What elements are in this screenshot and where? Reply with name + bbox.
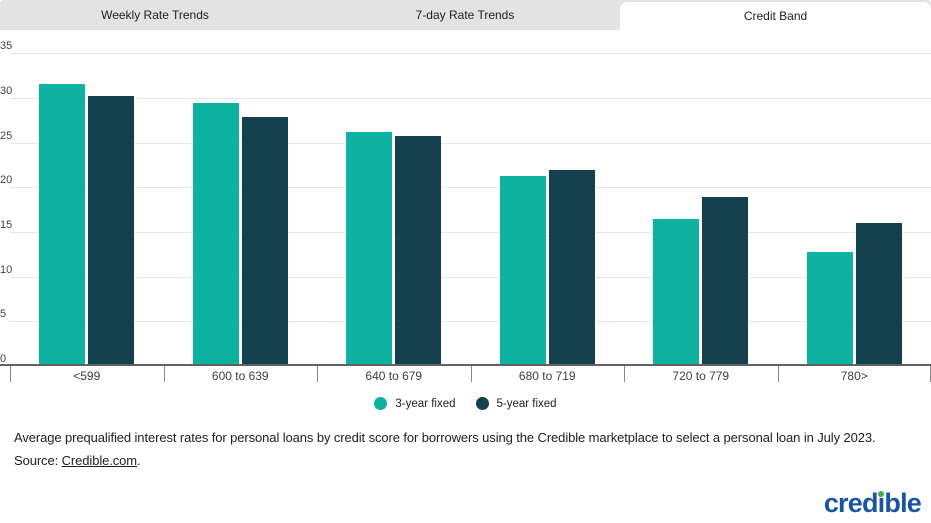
bar-3-year-fixed-2[interactable] [192, 103, 239, 366]
logo-i-dot-icon [878, 491, 885, 497]
y-axis-label-15: 15 [0, 218, 13, 231]
x-axis-line [0, 364, 931, 366]
legend-item-5-year-fixed: 5-year fixed [475, 397, 557, 410]
tab-7-day-rate-trends[interactable]: 7-day Rate Trends [415, 8, 515, 22]
legend-item-3-year-fixed: 3-year fixed [374, 397, 456, 410]
chart-legend: 3-year fixed 5-year fixed [0, 397, 931, 410]
bar-3-year-fixed-6[interactable] [806, 251, 853, 366]
bar-5-year-fixed-5[interactable] [702, 197, 749, 366]
tab-bar: Weekly Rate Trends 7-day Rate Trends Cre… [0, 0, 931, 30]
y-axis-label-0: 0 [0, 353, 7, 365]
chart-caption: Average prequalified interest rates for … [14, 426, 926, 472]
bar-5-year-fixed-3[interactable] [395, 136, 442, 366]
x-axis-tick-3 [470, 366, 472, 382]
credible-logo: cred ıble [823, 488, 922, 518]
x-axis-tick-5 [777, 366, 779, 382]
bar-3-year-fixed-4[interactable] [499, 175, 546, 366]
x-axis-category-label: <599 [73, 369, 101, 383]
tab-credit-band[interactable]: Credit Band [620, 2, 931, 30]
gridline-35 [10, 53, 931, 55]
caption-source-line: Source: Credible.com. [14, 449, 926, 472]
source-link[interactable]: Credible.com [61, 453, 138, 468]
gridline-10 [10, 276, 931, 278]
caption-line1: Average prequalified interest rates for … [14, 430, 876, 445]
bar-5-year-fixed-2[interactable] [241, 117, 288, 366]
bar-5-year-fixed-6[interactable] [855, 222, 902, 366]
x-axis-category-label: 600 to 639 [211, 369, 269, 383]
gridline-25 [10, 142, 931, 144]
x-axis-category-label: 780> [840, 369, 868, 383]
gridline-15 [10, 231, 931, 233]
y-axis-label-25: 25 [0, 129, 13, 142]
x-axis-tick-0 [10, 366, 11, 382]
y-axis-label-30: 30 [0, 84, 13, 97]
y-axis-label-35: 35 [0, 40, 13, 53]
legend-label-3-year: 3-year fixed [395, 397, 456, 410]
caption-source-prefix: Source: [14, 453, 62, 468]
legend-swatch-5-year-icon [475, 397, 489, 410]
x-axis-category-label: 680 to 719 [518, 369, 576, 383]
bar-3-year-fixed-5[interactable] [653, 219, 700, 366]
bar-5-year-fixed-1[interactable] [88, 96, 135, 366]
caption-source-suffix: . [137, 453, 141, 468]
gridline-20 [10, 187, 931, 189]
x-axis-category-label: 720 to 779 [672, 369, 730, 383]
gridline-5 [10, 321, 931, 323]
legend-swatch-3-year-icon [374, 397, 388, 410]
logo-text-suffix: ble [884, 488, 921, 518]
x-axis-category-label: 640 to 679 [365, 369, 423, 383]
gridline-30 [10, 97, 931, 99]
logo-letter-i: ı [877, 488, 885, 518]
legend-label-5-year: 5-year fixed [496, 397, 557, 410]
y-axis-label-20: 20 [0, 174, 13, 187]
bar-3-year-fixed-3[interactable] [346, 131, 393, 366]
x-axis-tick-4 [624, 366, 625, 382]
bar-5-year-fixed-4[interactable] [548, 170, 595, 366]
x-axis-tick-1 [163, 366, 165, 382]
bar-3-year-fixed-1[interactable] [39, 84, 86, 366]
logo-text-prefix: cred [823, 488, 879, 518]
x-axis-tick-2 [317, 366, 318, 382]
y-axis-label-10: 10 [0, 263, 13, 276]
tab-weekly-rate-trends[interactable]: Weekly Rate Trends [101, 8, 209, 22]
y-axis-label-5: 5 [0, 308, 7, 321]
